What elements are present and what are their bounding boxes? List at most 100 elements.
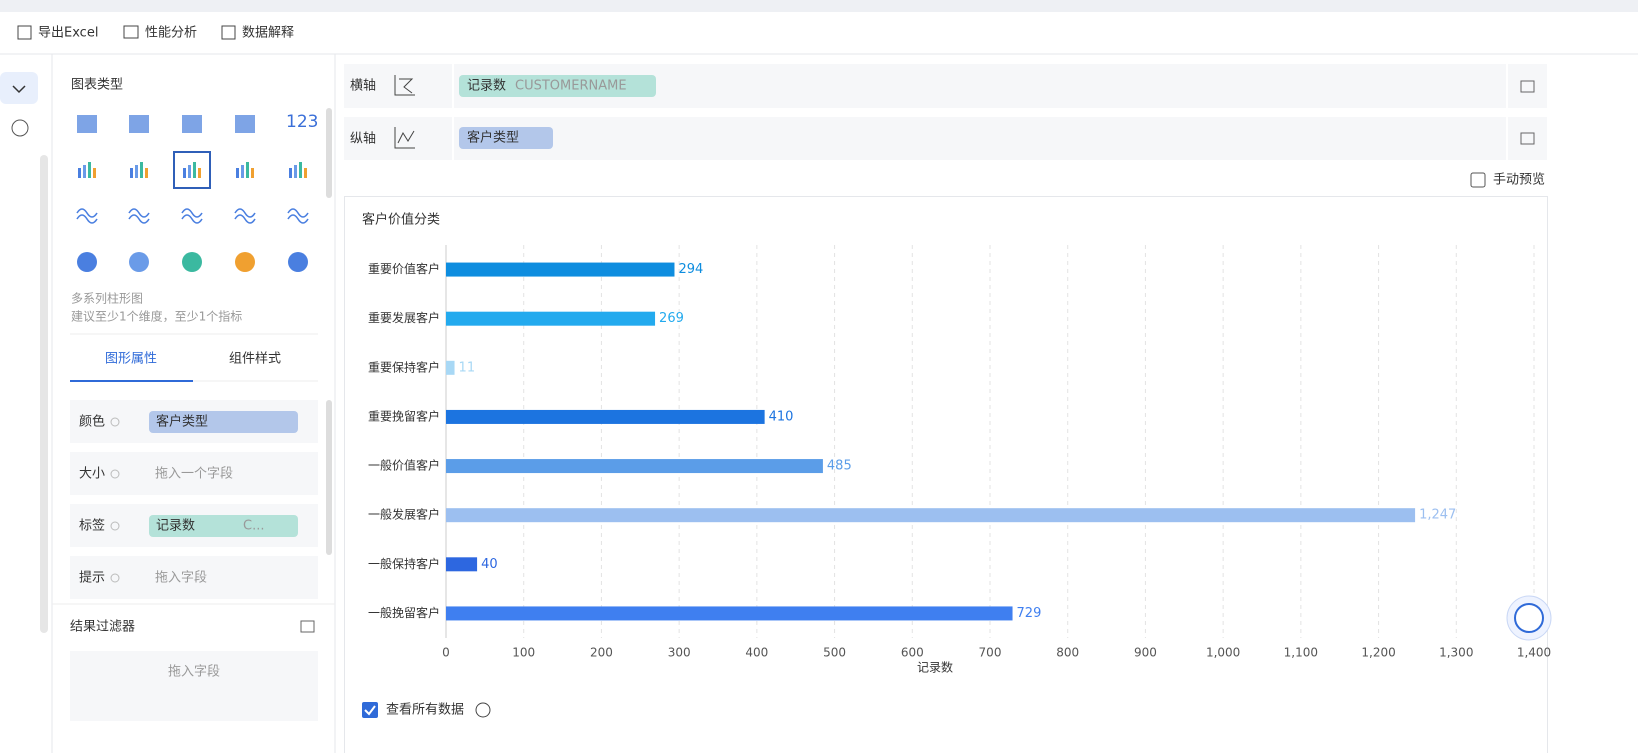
- chart-type-icon[interactable]: [129, 252, 149, 272]
- chart-type-icon[interactable]: [77, 252, 97, 272]
- shelf-icon[interactable]: [1520, 132, 1535, 145]
- y-tick-label: 重要挽留客户: [368, 408, 440, 423]
- icon-bar: [188, 165, 191, 178]
- chart-type-icon[interactable]: [129, 115, 149, 133]
- icon-bar: [294, 165, 297, 178]
- chart-type-hint: 建议至少1个维度，至少1个指标: [71, 309, 242, 324]
- chart-type-icon[interactable]: [182, 252, 202, 272]
- chevron: [12, 85, 26, 94]
- bar[interactable]: [446, 557, 478, 572]
- chart-type-icon[interactable]: [235, 115, 255, 133]
- info-icon[interactable]: [475, 702, 491, 718]
- x-axis-title: 记录数: [917, 660, 953, 675]
- icon-bar: [83, 165, 86, 178]
- chart-type-name: 多系列柱形图: [71, 291, 143, 306]
- toolbar-button[interactable]: 导出Excel: [38, 26, 98, 41]
- property-placeholder: 拖入字段: [155, 571, 207, 586]
- x-tick-label: 100: [512, 646, 535, 660]
- shelf-label: 横轴: [350, 79, 376, 94]
- bar[interactable]: [446, 360, 455, 375]
- selected-frame: [173, 151, 211, 189]
- chart-type-icon[interactable]: [128, 208, 150, 224]
- y-tick-label: 一般价值客户: [368, 458, 440, 473]
- bar[interactable]: [446, 262, 675, 277]
- icon-bar: [145, 168, 148, 178]
- y-tick-label: 重要发展客户: [368, 310, 440, 325]
- x-tick-label: 800: [1056, 646, 1079, 660]
- x-tick-label: 500: [823, 646, 846, 660]
- bar[interactable]: [446, 606, 1013, 621]
- sidebar-scroll: [40, 155, 48, 633]
- icon-bar: [88, 162, 91, 178]
- bar[interactable]: [446, 311, 656, 326]
- tab[interactable]: 组件样式: [229, 352, 281, 367]
- x-tick-label: 1,200: [1361, 646, 1395, 660]
- y-axis-icon[interactable]: [394, 127, 415, 149]
- chart-title: 客户价值分类: [362, 212, 440, 228]
- chart-type-icon[interactable]: [76, 208, 98, 224]
- value-label: 729: [1017, 606, 1042, 621]
- chart-type-icon[interactable]: [234, 208, 256, 224]
- chart-type-icon[interactable]: [181, 208, 203, 224]
- x-tick-label: 1,000: [1206, 646, 1240, 660]
- chart-type-icon[interactable]: [182, 115, 202, 133]
- bar[interactable]: [446, 508, 1416, 523]
- field-name: 客户类型: [156, 414, 208, 430]
- icon-bar: [299, 162, 302, 178]
- icon-bar: [183, 168, 186, 178]
- scrollbar: [326, 108, 332, 198]
- top-strip: [0, 0, 1638, 12]
- checkbox-label: 手动预览: [1493, 172, 1545, 188]
- field-pill[interactable]: [459, 127, 553, 149]
- chart-type-icon[interactable]: [287, 208, 309, 224]
- field-name: 记录数: [156, 519, 195, 534]
- number-icon[interactable]: 123: [286, 112, 318, 132]
- bar[interactable]: [446, 459, 823, 474]
- y-tick-label: 一般保持客户: [368, 556, 440, 571]
- icon-bar: [251, 168, 254, 178]
- field-name: 客户类型: [467, 130, 519, 146]
- value-label: 410: [769, 409, 794, 424]
- y-tick-label: 一般发展客户: [368, 507, 440, 522]
- filter-dropzone[interactable]: [70, 651, 318, 721]
- filter-icon[interactable]: [300, 620, 315, 633]
- y-tick-label: 重要保持客户: [368, 359, 440, 374]
- more-button[interactable]: [11, 119, 29, 137]
- tab-active[interactable]: 图形属性: [105, 352, 157, 367]
- toolbar-button[interactable]: 性能分析: [145, 26, 197, 41]
- icon-bar: [304, 168, 307, 178]
- excel-icon: [17, 25, 32, 40]
- field-pill[interactable]: [459, 75, 656, 97]
- chart-type-grid: [76, 115, 309, 272]
- checkbox-checked[interactable]: [362, 702, 378, 718]
- field-pill[interactable]: [149, 515, 298, 537]
- toolbar-button[interactable]: 数据解释: [242, 26, 294, 41]
- checkbox[interactable]: [1470, 172, 1486, 188]
- x-tick-label: 900: [1134, 646, 1157, 660]
- x-axis-icon[interactable]: [394, 75, 415, 96]
- perf-icon: [123, 25, 139, 39]
- field-pill[interactable]: [149, 411, 298, 433]
- icon-bar: [135, 165, 138, 178]
- property-gear: [110, 521, 120, 531]
- chart-type-icon[interactable]: [77, 115, 97, 133]
- y-tick-label: 重要价值客户: [368, 261, 440, 276]
- explain-icon: [221, 25, 236, 40]
- property-gear: [110, 417, 120, 427]
- x-tick-label: 400: [745, 646, 768, 660]
- filter-title: 结果过滤器: [70, 620, 135, 635]
- field-sub: CUSTOMERNAME: [515, 79, 627, 94]
- toolbar: 导出Excel 性能分析 数据解释: [17, 25, 294, 41]
- shelf-icon[interactable]: [1520, 80, 1535, 93]
- chart-type-icon[interactable]: [235, 252, 255, 272]
- bar[interactable]: [446, 409, 765, 424]
- chart-type-icon[interactable]: [288, 252, 308, 272]
- x-tick-label: 1,300: [1439, 646, 1473, 660]
- x-tick-label: 600: [901, 646, 924, 660]
- value-label: 294: [678, 262, 703, 277]
- property-label: 大小: [79, 467, 105, 482]
- value-label: 269: [659, 311, 684, 326]
- collapse-button[interactable]: [0, 72, 38, 104]
